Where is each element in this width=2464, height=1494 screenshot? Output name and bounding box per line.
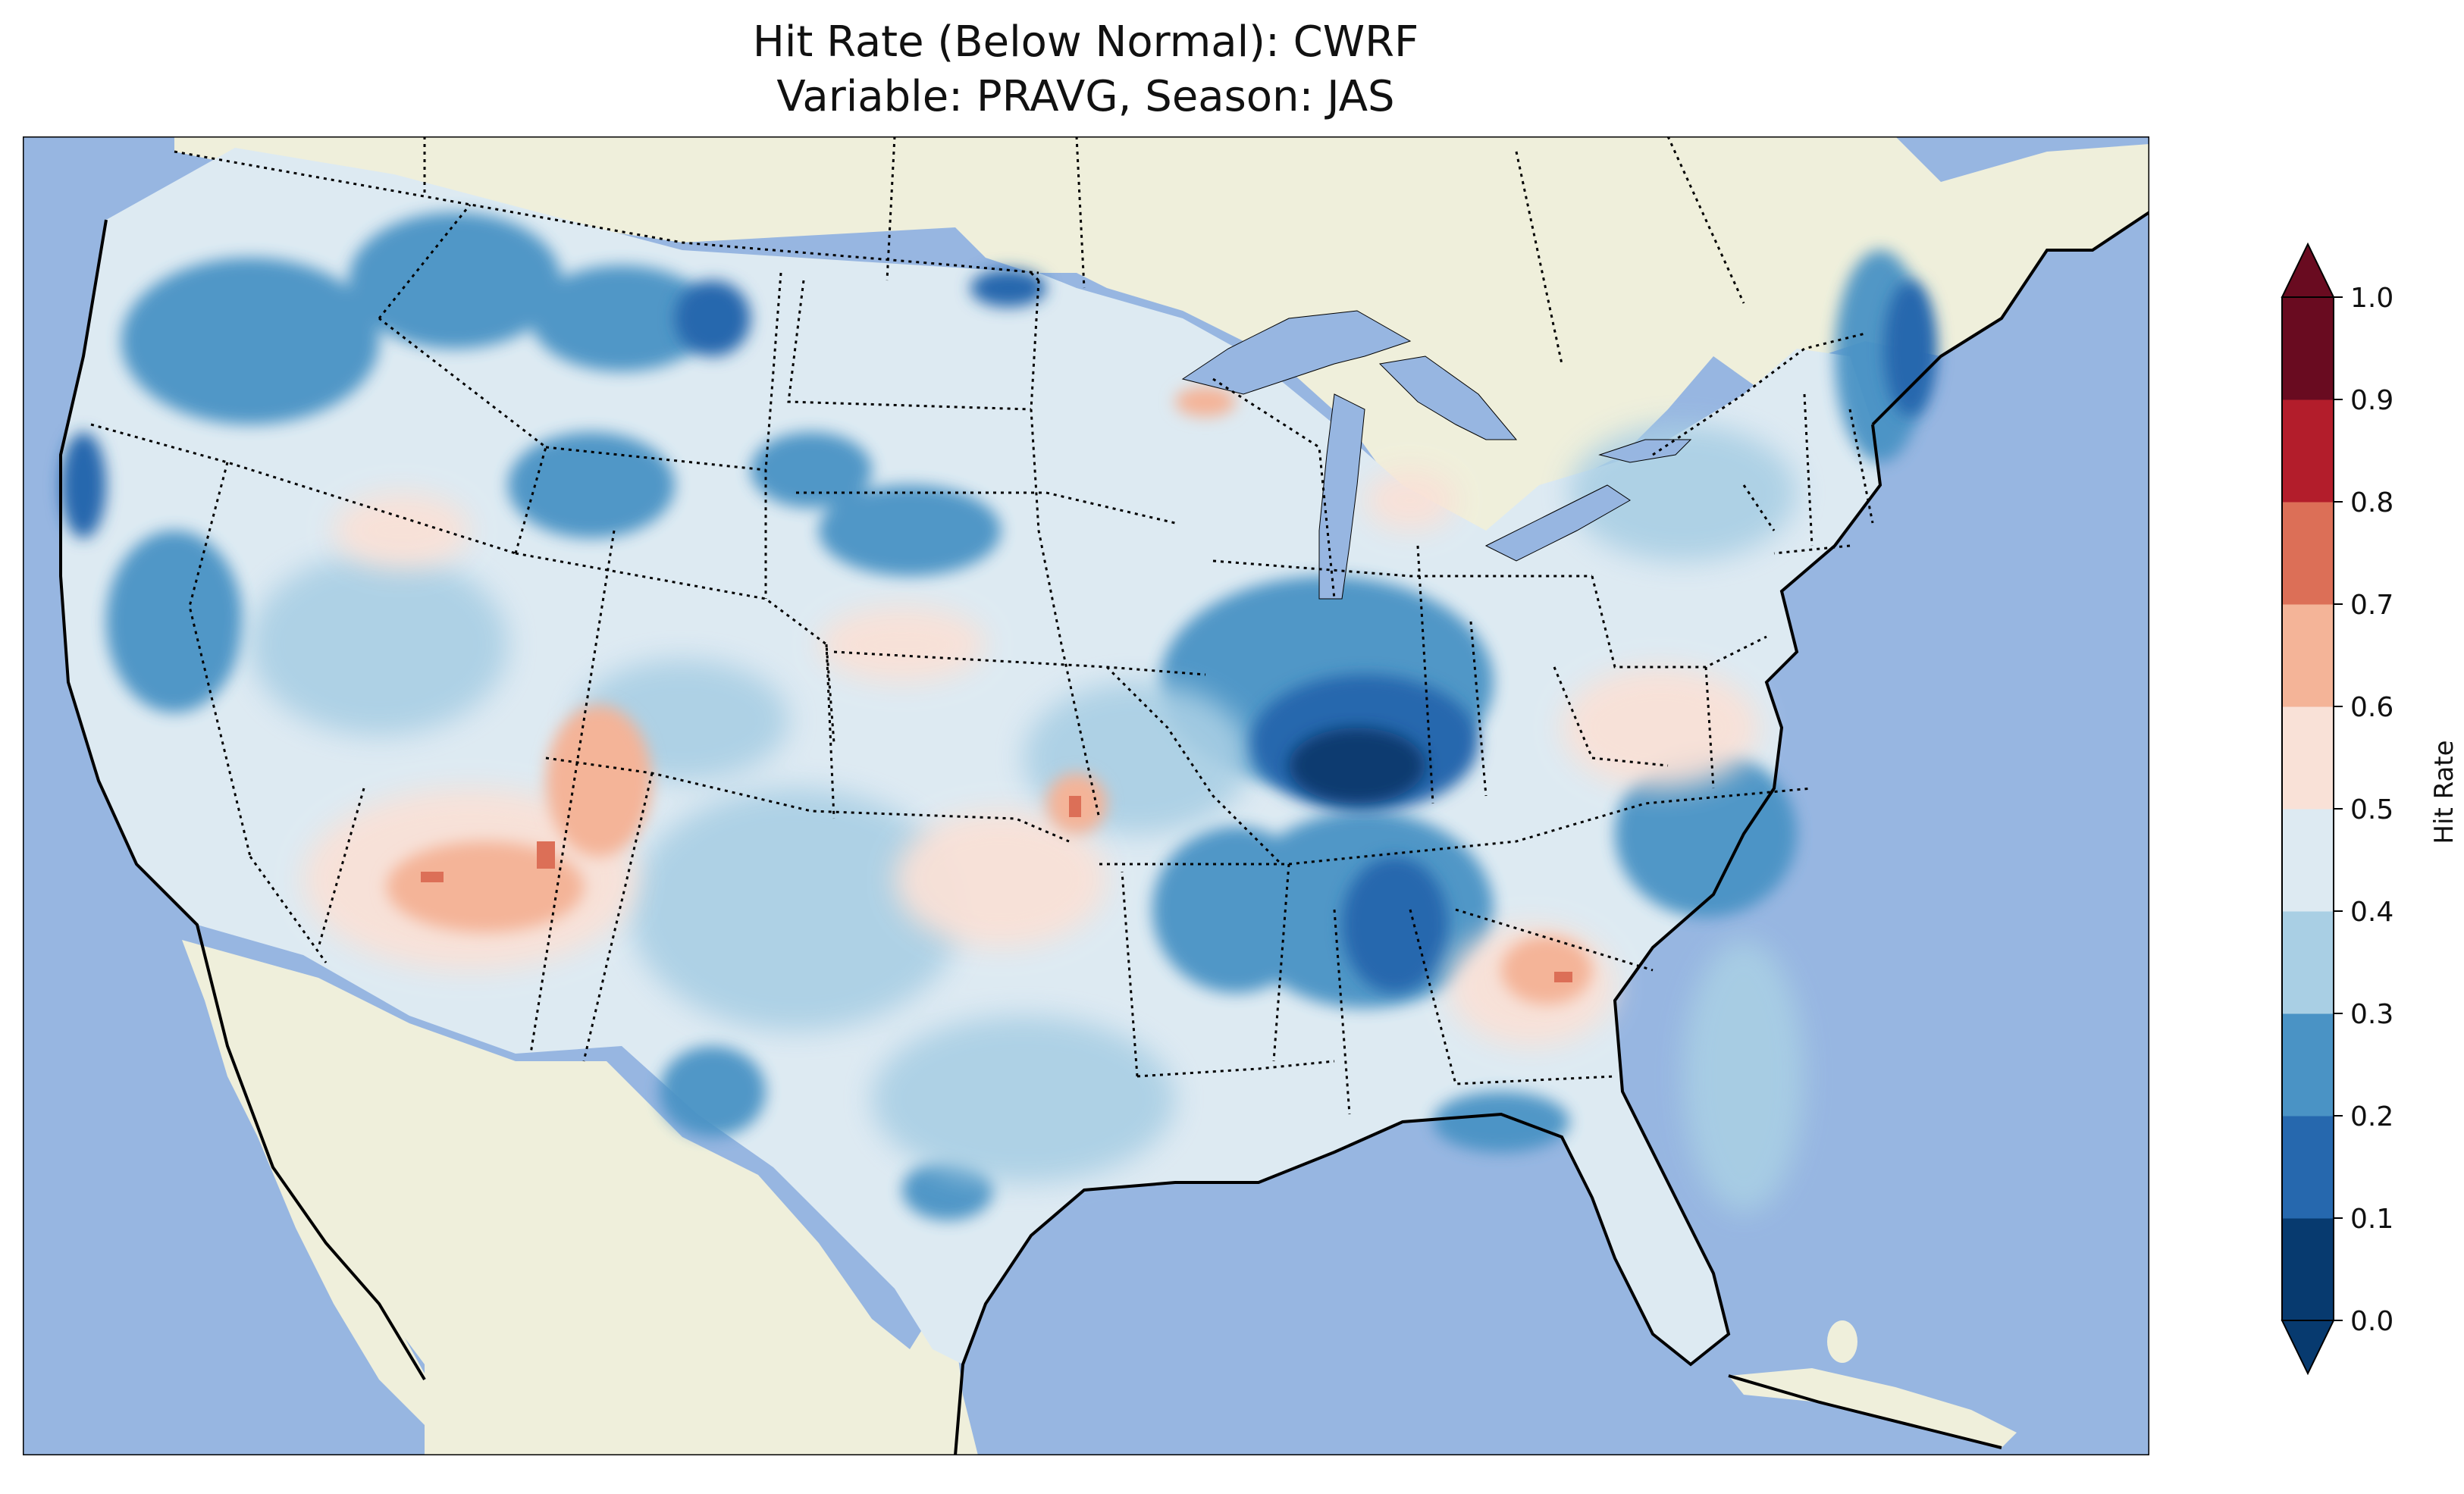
land-bahamas (1827, 1320, 1857, 1363)
colorbar-extend-min (2281, 1320, 2335, 1376)
colorbar-bin (2282, 1218, 2334, 1321)
colorbar-bin (2282, 604, 2334, 707)
land-cuba (1729, 1368, 2017, 1448)
colorbar-bin (2282, 1116, 2334, 1219)
land-baja (197, 947, 432, 1425)
great-lakes (1181, 310, 1692, 600)
figure-title-line-2: Variable: PRAVG, Season: JAS (776, 72, 1394, 121)
colorbar-bin (2282, 399, 2334, 503)
map-panel (23, 136, 2149, 1455)
colorbar-tick-label: 0.7 (2350, 590, 2393, 621)
us-canada-border (174, 150, 1866, 456)
colorbar-bin (2282, 706, 2334, 810)
heatmap-conus (61, 148, 1880, 1364)
land-canada (174, 136, 2149, 576)
colorbar-tick-label: 0.5 (2350, 794, 2393, 825)
colorbar-bin (2282, 502, 2334, 605)
colorbar-tick-label: 1.0 (2350, 283, 2393, 314)
colorbar-extend-max (2281, 242, 2335, 298)
colorbar-label: Hit Rate (2429, 740, 2459, 844)
state-borders (90, 136, 1874, 1115)
colorbar-tick-label: 0.1 (2350, 1204, 2393, 1235)
coastlines (59, 211, 2149, 1455)
figure-title-line-1: Hit Rate (Below Normal): CWRF (753, 17, 1419, 67)
land-mexico (182, 940, 978, 1455)
colorbar-bin (2282, 809, 2334, 912)
colorbar-tick-label: 0.9 (2350, 385, 2393, 416)
colorbar-tick-label: 0.0 (2350, 1306, 2393, 1337)
colorbar-bin (2282, 297, 2334, 400)
colorbar-tick-label: 0.2 (2350, 1101, 2393, 1132)
colorbar-bin (2282, 911, 2334, 1014)
colorbar-bin (2282, 1013, 2334, 1117)
colorbar-tick-label: 0.8 (2350, 487, 2393, 518)
colorbar-tick-label: 0.6 (2350, 692, 2393, 723)
heatmap-anomalies (61, 212, 1937, 1220)
colorbar-tick-label: 0.4 (2350, 897, 2393, 928)
colorbar-tick-label: 0.3 (2350, 999, 2393, 1030)
colorbar: 0.0 0.1 0.2 0.3 0.4 0.5 0.6 0.7 0.8 0.9 1.0 (2281, 242, 2393, 1376)
